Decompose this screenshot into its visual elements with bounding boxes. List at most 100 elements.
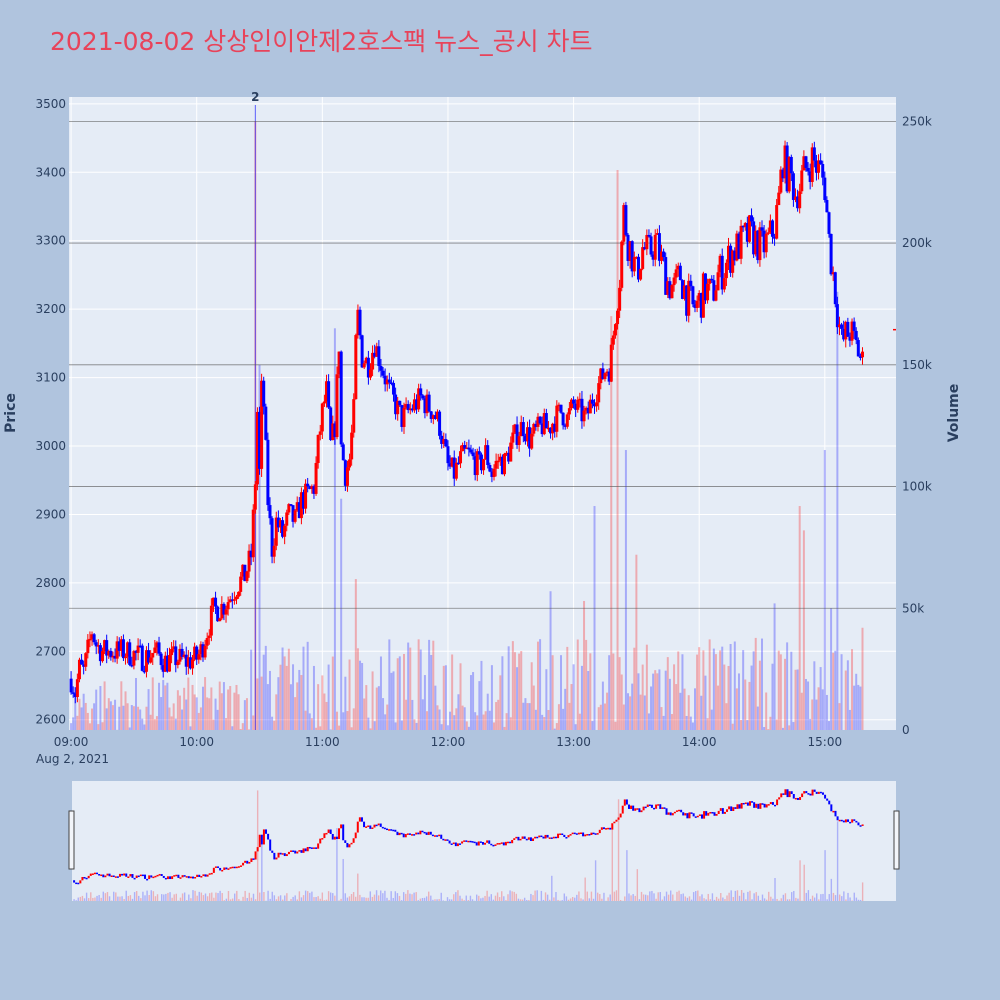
candle-body <box>691 286 695 305</box>
candle-body <box>611 335 615 345</box>
candle-body <box>745 223 749 242</box>
slider-volume-bar <box>738 895 741 901</box>
slider-volume-bar <box>436 899 438 901</box>
slider-candle <box>217 866 220 868</box>
candle-body <box>789 156 793 174</box>
slider-candle <box>329 829 332 834</box>
slider-candle <box>748 801 751 806</box>
volume-bar <box>639 694 642 730</box>
volume-bar <box>511 641 514 730</box>
candle-body <box>819 160 823 165</box>
slider-volume-bar <box>140 898 142 901</box>
slider-candle <box>544 834 547 839</box>
slider-volume-bar <box>154 896 157 901</box>
slider-candle <box>73 880 76 883</box>
candle-body <box>272 545 276 557</box>
range-slider-right-handle[interactable] <box>893 810 900 870</box>
slider-volume-bar <box>196 895 198 901</box>
slider-volume-bar <box>816 893 818 901</box>
slider-candle <box>344 840 347 843</box>
slider-volume-bar <box>152 891 155 901</box>
slider-volume-bar <box>626 850 628 901</box>
slider-candle <box>669 812 672 816</box>
candle-body <box>459 451 463 464</box>
candle-body <box>858 356 862 358</box>
candle-body <box>396 400 400 415</box>
slider-volume-bar <box>811 895 814 901</box>
candle-body <box>178 648 182 662</box>
candlestick-series <box>69 140 896 704</box>
slider-candle <box>523 836 526 839</box>
slider-candle <box>181 875 184 878</box>
slider-volume-bar <box>501 891 503 901</box>
volume-bar <box>235 684 238 730</box>
slider-candle <box>404 834 407 838</box>
candle-body <box>835 304 839 328</box>
volume-bar <box>792 722 795 730</box>
slider-candle <box>79 880 82 884</box>
candle-body <box>653 234 657 260</box>
candle-body <box>268 505 272 519</box>
slider-volume-bar <box>302 895 305 901</box>
slider-volume-bar <box>413 892 415 901</box>
volume-bar <box>394 722 397 730</box>
slider-candle <box>744 802 747 805</box>
volume-bar <box>507 646 510 730</box>
candle-body <box>415 399 419 410</box>
slider-volume-bar <box>146 890 148 901</box>
range-slider-left-handle[interactable] <box>68 810 75 870</box>
slider-candle <box>102 874 105 878</box>
slider-candle <box>849 821 852 824</box>
slider-candle <box>118 873 121 877</box>
slider-candle <box>225 867 228 870</box>
volume-bar <box>746 720 749 730</box>
volume-bar <box>168 707 171 730</box>
volume-bar <box>245 698 248 730</box>
volume-bar <box>719 650 722 730</box>
volume-bar <box>231 726 234 730</box>
slider-volume-bar <box>432 899 434 901</box>
candle-body <box>549 427 553 434</box>
slider-candle <box>375 824 378 827</box>
slider-volume-bar <box>392 897 394 901</box>
slider-candle <box>786 789 789 798</box>
candle-body <box>358 309 362 336</box>
slider-candle <box>352 838 355 843</box>
slider-candle <box>588 834 591 836</box>
volume-bar <box>216 709 219 730</box>
volume-bar <box>273 720 276 730</box>
candle-body <box>260 380 264 469</box>
slider-volume-bar <box>461 898 463 901</box>
slider-candle <box>853 819 856 821</box>
candle-body <box>132 651 136 666</box>
candle-body <box>607 371 611 382</box>
candle-body <box>402 407 406 427</box>
range-slider-plot[interactable] <box>72 781 896 901</box>
slider-candle <box>479 841 482 843</box>
volume-bar <box>453 715 456 730</box>
candle-body <box>584 407 588 411</box>
slider-volume-bar <box>484 895 486 901</box>
slider-candle <box>602 827 605 830</box>
slider-volume-bar <box>92 897 94 901</box>
volume-bar <box>91 708 94 730</box>
slider-candle <box>815 791 818 794</box>
slider-candle <box>208 873 211 875</box>
volume-bar <box>848 709 851 730</box>
candle-body <box>467 447 471 450</box>
volume-bar <box>587 671 590 730</box>
slider-candle <box>98 874 101 876</box>
volume-bar <box>402 653 405 730</box>
slider-volume-bar <box>478 895 480 901</box>
candle-body <box>371 352 375 370</box>
slider-candle <box>75 882 78 885</box>
volume-bar <box>804 678 807 730</box>
slider-volume-bar <box>281 899 284 901</box>
slider-candle <box>427 831 430 835</box>
slider-candle <box>367 825 370 827</box>
slider-candle <box>235 866 238 869</box>
slider-volume-bar <box>384 890 386 901</box>
slider-candle <box>653 807 656 810</box>
volume-bar <box>459 663 462 730</box>
candle-body <box>530 433 534 449</box>
